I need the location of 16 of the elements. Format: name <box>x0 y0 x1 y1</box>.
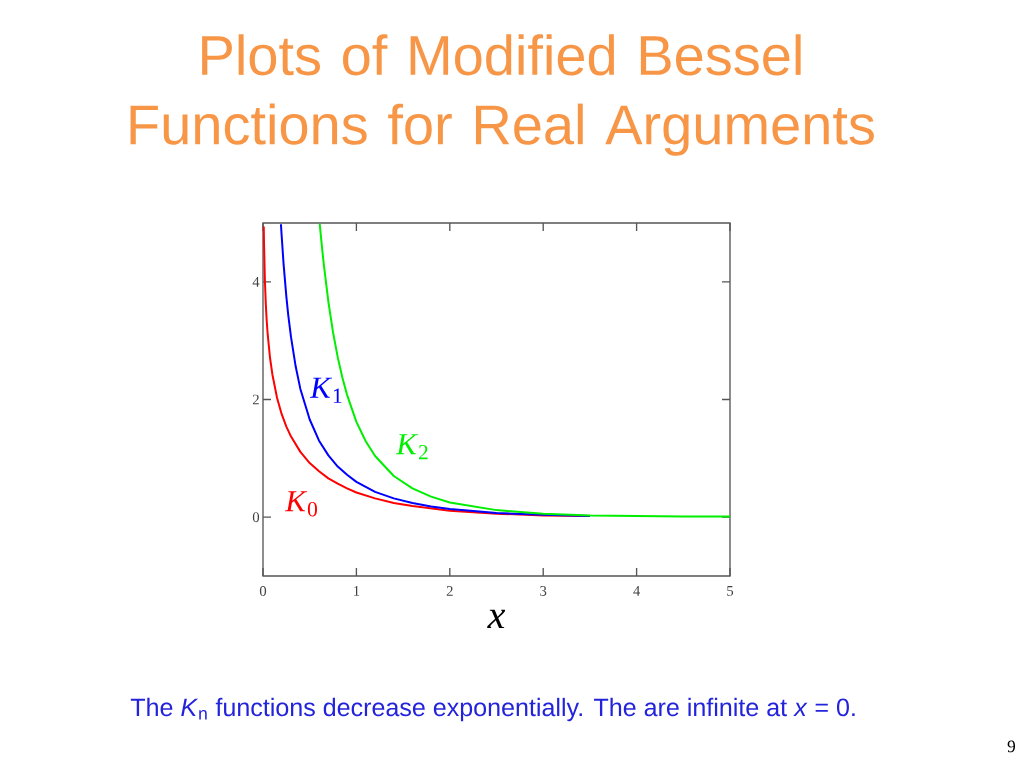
series-label: K$_{1}$ <box>309 377 342 403</box>
series-label: K$_{2}$ <box>395 434 428 460</box>
y-tick-label: 2 <box>252 394 259 405</box>
x-tick-label: 1 <box>354 586 360 596</box>
x-tick-label: 0 <box>259 586 267 596</box>
x-tick-label: 4 <box>633 586 641 596</box>
series-label: K$_{0}$ <box>284 491 317 517</box>
y-tick-label: 4 <box>252 277 260 287</box>
text: 9 <box>1007 740 1016 753</box>
y-tick-label: 0 <box>252 512 260 523</box>
x-tick-label: 3 <box>540 586 547 596</box>
text: The K$_{n}$ functions decrease exponentially. The are infinite at x = 0. <box>130 697 855 722</box>
chart-title: Plots of Modified Bessel Functions for Real Arguments <box>130 34 874 156</box>
x-tick-label: 2 <box>446 586 453 596</box>
x-axis-title: x <box>487 609 506 629</box>
x-tick-label: 5 <box>727 586 734 596</box>
